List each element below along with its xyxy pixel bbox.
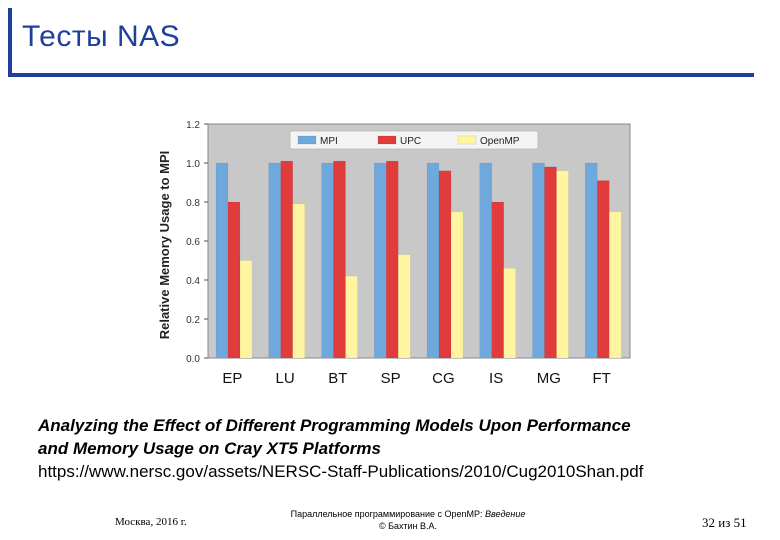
legend-label-mpi: MPI [320, 136, 338, 147]
legend-swatch-upc [377, 135, 397, 145]
title-underline [8, 73, 754, 77]
bar-mpi-bt [321, 162, 334, 359]
x-tick-label: IS [489, 370, 503, 387]
slide-title: Тесты NAS [22, 20, 181, 53]
x-tick-label: FT [592, 370, 610, 387]
bar-openmp-cg [450, 211, 464, 359]
title-accent-bar [8, 8, 12, 76]
bar-mpi-lu [268, 162, 281, 359]
legend-swatch-mpi [297, 135, 317, 145]
x-tick-label: SP [381, 370, 401, 387]
y-axis-label: Relative Memory Usage to MPI [157, 151, 172, 340]
footer-page-number: 32 из 51 [702, 515, 747, 530]
bar-upc-cg [438, 170, 452, 359]
y-tick-label: 1.2 [186, 120, 200, 131]
bar-upc-ft [597, 180, 610, 359]
legend-box [289, 130, 539, 150]
bar-mpi-mg [532, 162, 545, 359]
y-tick-label: 0.4 [186, 276, 200, 287]
caption: Analyzing the Effect of Different Progra… [38, 414, 768, 483]
bar-mpi-ep [215, 162, 229, 359]
footer-course-prefix: Параллельное программирование с OpenMP: [290, 509, 486, 519]
legend-label-upc: UPC [400, 136, 421, 147]
bar-mpi-cg [426, 162, 440, 359]
bar-openmp-sp [398, 254, 411, 359]
bar-mpi-sp [374, 162, 387, 359]
bar-upc-ep [227, 201, 241, 359]
footer-course-emph: Введение [485, 509, 526, 519]
bar-upc-is [491, 201, 504, 359]
x-tick-label: LU [276, 370, 295, 387]
footer-author: © Бахтин В.А. [378, 521, 438, 531]
caption-url[interactable]: https://www.nersc.gov/assets/NERSC-Staff… [38, 462, 644, 481]
y-tick-label: 0.0 [186, 354, 200, 365]
x-tick-label: MG [537, 370, 561, 387]
bar-openmp-is [503, 268, 516, 359]
bar-openmp-ft [609, 211, 622, 359]
bar-mpi-is [479, 162, 492, 359]
bar-upc-lu [280, 160, 293, 359]
bar-openmp-ep [239, 260, 253, 359]
caption-line-2: and Memory Usage on Cray XT5 Platforms [38, 439, 381, 458]
bar-upc-bt [333, 160, 346, 359]
bar-mpi-ft [585, 162, 598, 359]
legend-label-openmp: OpenMP [480, 136, 520, 147]
memory-usage-chart: Relative Memory Usage to MPI 0.0 0.2 0.4 0.… [157, 120, 631, 387]
legend-swatch-openmp [457, 135, 477, 145]
x-tick-label: CG [432, 370, 455, 387]
footer-course: Параллельное программирование с OpenMP: … [258, 508, 558, 532]
x-tick-label: BT [328, 370, 347, 387]
y-tick-label: 0.6 [186, 237, 200, 248]
bar-openmp-lu [292, 203, 305, 359]
y-tick-label: 1.0 [186, 159, 200, 170]
bar-upc-mg [544, 166, 557, 359]
footer-location-date: Москва, 2016 г. [115, 516, 187, 528]
bar-openmp-bt [345, 275, 358, 359]
y-tick-label: 0.8 [186, 198, 200, 209]
y-tick-label: 0.2 [186, 315, 200, 326]
bar-openmp-mg [556, 170, 569, 359]
bar-upc-sp [386, 160, 399, 359]
caption-line-1: Analyzing the Effect of Different Progra… [38, 416, 631, 435]
x-tick-label: EP [222, 370, 242, 387]
